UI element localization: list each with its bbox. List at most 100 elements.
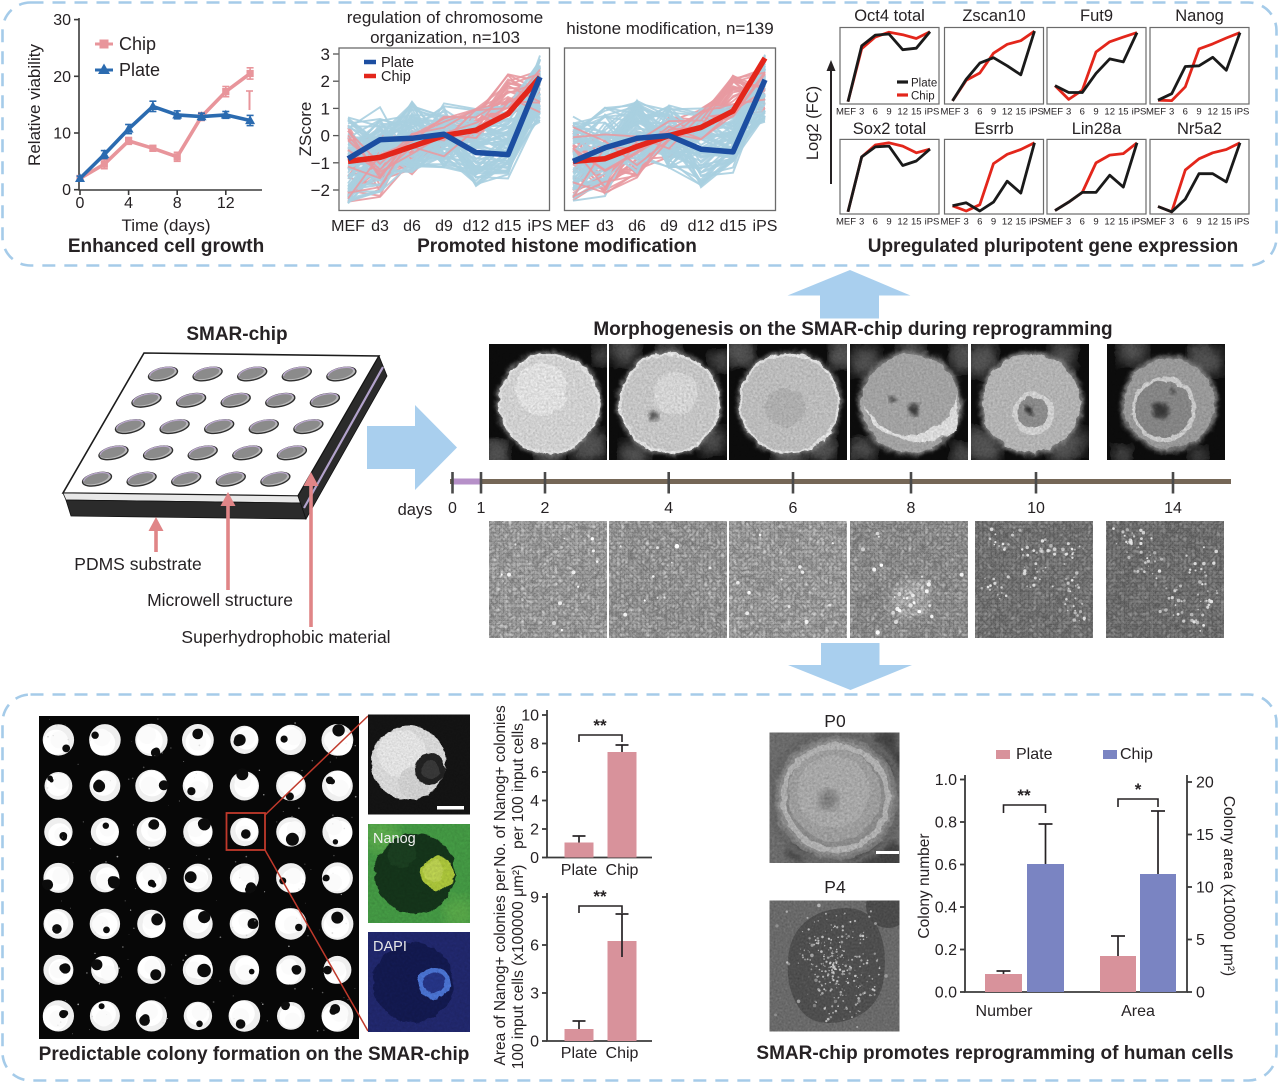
svg-text:15: 15 [1016,217,1027,228]
svg-text:SMAR-chip promotes reprogrammi: SMAR-chip promotes reprogramming of huma… [756,1043,1233,1064]
svg-text:d6: d6 [628,218,646,235]
svg-text:PDMS substrate: PDMS substrate [74,554,201,574]
svg-text:15: 15 [911,217,922,228]
svg-text:12: 12 [217,195,235,212]
svg-text:15: 15 [1196,827,1214,844]
svg-text:9: 9 [530,890,539,907]
svg-text:iPS: iPS [1132,217,1147,228]
svg-text:12: 12 [1002,217,1013,228]
svg-text:Sox2 total: Sox2 total [853,120,926,138]
svg-text:10: 10 [1027,500,1045,517]
svg-text:iPS: iPS [925,217,940,228]
svg-text:Plate: Plate [561,862,598,879]
svg-text:Oct4 total: Oct4 total [854,7,925,25]
svg-text:3: 3 [859,217,864,228]
svg-text:9: 9 [1196,107,1201,118]
svg-text:*: * [1135,780,1142,799]
svg-text:Chip: Chip [606,1045,639,1062]
svg-text:Log2 (FC): Log2 (FC) [804,86,822,160]
svg-text:9: 9 [991,107,996,118]
svg-text:1: 1 [477,500,486,517]
svg-text:15: 15 [1118,107,1129,118]
svg-text:Chip: Chip [381,69,411,85]
svg-text:0.2: 0.2 [935,942,957,959]
svg-text:10: 10 [53,126,71,143]
svg-text:histone modification, n=139: histone modification, n=139 [566,19,773,38]
svg-text:−1: −1 [311,154,330,173]
svg-text:iPS: iPS [753,218,778,235]
svg-text:d12: d12 [463,218,490,235]
svg-text:15: 15 [1221,107,1232,118]
svg-text:5: 5 [1196,932,1205,949]
svg-text:6: 6 [789,500,798,517]
svg-text:Number: Number [976,1003,1034,1020]
svg-text:Area of Nanog+ colonies per: Area of Nanog+ colonies per [492,869,509,1066]
svg-text:6: 6 [873,217,878,228]
svg-text:0: 0 [530,850,539,867]
svg-text:0: 0 [448,500,457,517]
svg-text:Chip: Chip [911,91,935,103]
svg-text:Plate: Plate [1016,746,1053,763]
svg-text:organization, n=103: organization, n=103 [370,28,520,47]
svg-text:Nanog: Nanog [1175,7,1224,25]
svg-text:10: 10 [521,708,539,725]
svg-text:d3: d3 [596,218,614,235]
svg-text:9: 9 [1093,217,1098,228]
svg-text:6: 6 [873,107,878,118]
svg-text:Enhanced cell growth: Enhanced cell growth [68,236,264,257]
svg-text:15: 15 [1221,217,1232,228]
svg-text:9: 9 [886,217,891,228]
svg-text:Chip: Chip [1120,746,1153,763]
svg-text:6: 6 [1080,217,1085,228]
svg-text:Esrrb: Esrrb [974,120,1013,138]
svg-text:3: 3 [1169,107,1174,118]
svg-text:d9: d9 [435,218,453,235]
svg-text:20: 20 [53,69,71,86]
svg-text:Superhydrophobic material: Superhydrophobic material [181,627,390,647]
svg-text:MEF: MEF [556,218,590,235]
svg-text:12: 12 [1104,107,1115,118]
svg-text:6: 6 [1183,217,1188,228]
svg-text:10: 10 [1196,880,1214,897]
svg-text:ZScore: ZScore [296,102,315,157]
svg-text:100 input cells (x100000 μm²): 100 input cells (x100000 μm²) [510,865,527,1070]
svg-text:15: 15 [1118,217,1129,228]
svg-text:6: 6 [530,765,539,782]
svg-text:**: ** [593,716,607,735]
svg-text:Chip: Chip [606,862,639,879]
svg-text:0: 0 [62,182,71,199]
svg-text:0.8: 0.8 [935,815,957,832]
svg-text:15: 15 [1016,107,1027,118]
svg-text:P4: P4 [824,877,846,897]
svg-text:−2: −2 [311,181,330,200]
svg-text:20: 20 [1196,775,1214,792]
svg-text:Plate: Plate [561,1045,598,1062]
svg-text:3: 3 [859,107,864,118]
svg-text:Plate: Plate [119,60,160,80]
svg-text:iPS: iPS [1235,217,1250,228]
svg-text:4: 4 [664,500,673,517]
svg-text:Morphogenesis on the SMAR-chip: Morphogenesis on the SMAR-chip during re… [593,319,1112,340]
svg-text:iPS: iPS [1029,107,1044,118]
svg-text:6: 6 [530,938,539,955]
svg-text:MEF: MEF [331,218,365,235]
svg-text:8: 8 [530,736,539,753]
svg-text:d3: d3 [371,218,389,235]
svg-text:4: 4 [124,195,133,212]
svg-text:per 100 input cells: per 100 input cells [510,723,527,849]
svg-text:iPS: iPS [1235,107,1250,118]
svg-text:2: 2 [530,822,539,839]
svg-text:iPS: iPS [1132,107,1147,118]
svg-text:Upregulated pluripotent gene e: Upregulated pluripotent gene expression [868,236,1239,257]
svg-text:8: 8 [907,500,916,517]
svg-text:Nanog: Nanog [373,831,416,847]
svg-text:Plate: Plate [911,78,937,90]
svg-text:iPS: iPS [528,218,553,235]
svg-text:12: 12 [1207,107,1218,118]
svg-text:0.4: 0.4 [935,900,957,917]
svg-text:d12: d12 [688,218,715,235]
svg-text:1: 1 [321,99,330,118]
svg-text:d6: d6 [403,218,421,235]
svg-text:6: 6 [1080,107,1085,118]
svg-text:Chip: Chip [119,34,156,54]
